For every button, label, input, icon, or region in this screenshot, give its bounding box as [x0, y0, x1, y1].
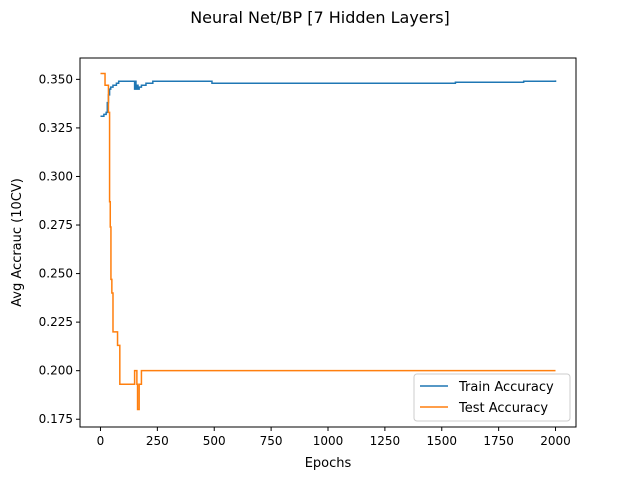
y-axis-ticks: 0.175 0.200 0.225 0.250 0.275 0.300 0.325 0.350	[39, 72, 80, 426]
x-tick-label: 500	[203, 434, 226, 448]
x-axis-ticks: 0 250 500 750 1000 1250 1500 1750 2000	[97, 427, 571, 448]
x-tick-label: 1250	[370, 434, 401, 448]
y-axis-label: Avg Accrauc (10CV)	[10, 178, 25, 307]
series-line-test-accuracy	[100, 72, 556, 411]
legend-box	[413, 373, 571, 422]
plot-frame	[79, 57, 577, 428]
x-tick-label: 1000	[313, 434, 344, 448]
x-tick-label: 2000	[540, 434, 571, 448]
series-line-train-accuracy	[100, 80, 557, 118]
x-tick-label: 1500	[426, 434, 457, 448]
y-tick-label: 0.300	[39, 169, 73, 183]
x-tick-label: 0	[97, 434, 105, 448]
y-tick-label: 0.225	[39, 315, 73, 329]
x-tick-label: 250	[146, 434, 169, 448]
chart-title: Neural Net/BP [7 Hidden Layers]	[190, 8, 450, 27]
plot-lines	[100, 72, 557, 411]
legend-label: Train Accuracy	[458, 380, 554, 395]
legend-label: Test Accuracy	[458, 401, 548, 416]
x-tick-label: 1750	[483, 434, 514, 448]
y-tick-label: 0.350	[39, 72, 73, 86]
y-tick-label: 0.325	[39, 121, 73, 135]
y-tick-label: 0.250	[39, 267, 73, 281]
x-axis-label: Epochs	[305, 456, 352, 471]
y-tick-label: 0.200	[39, 364, 73, 378]
legend: Train Accuracy Test Accuracy	[413, 373, 571, 422]
x-tick-label: 750	[260, 434, 283, 448]
y-tick-label: 0.275	[39, 218, 73, 232]
y-tick-label: 0.175	[39, 412, 73, 426]
